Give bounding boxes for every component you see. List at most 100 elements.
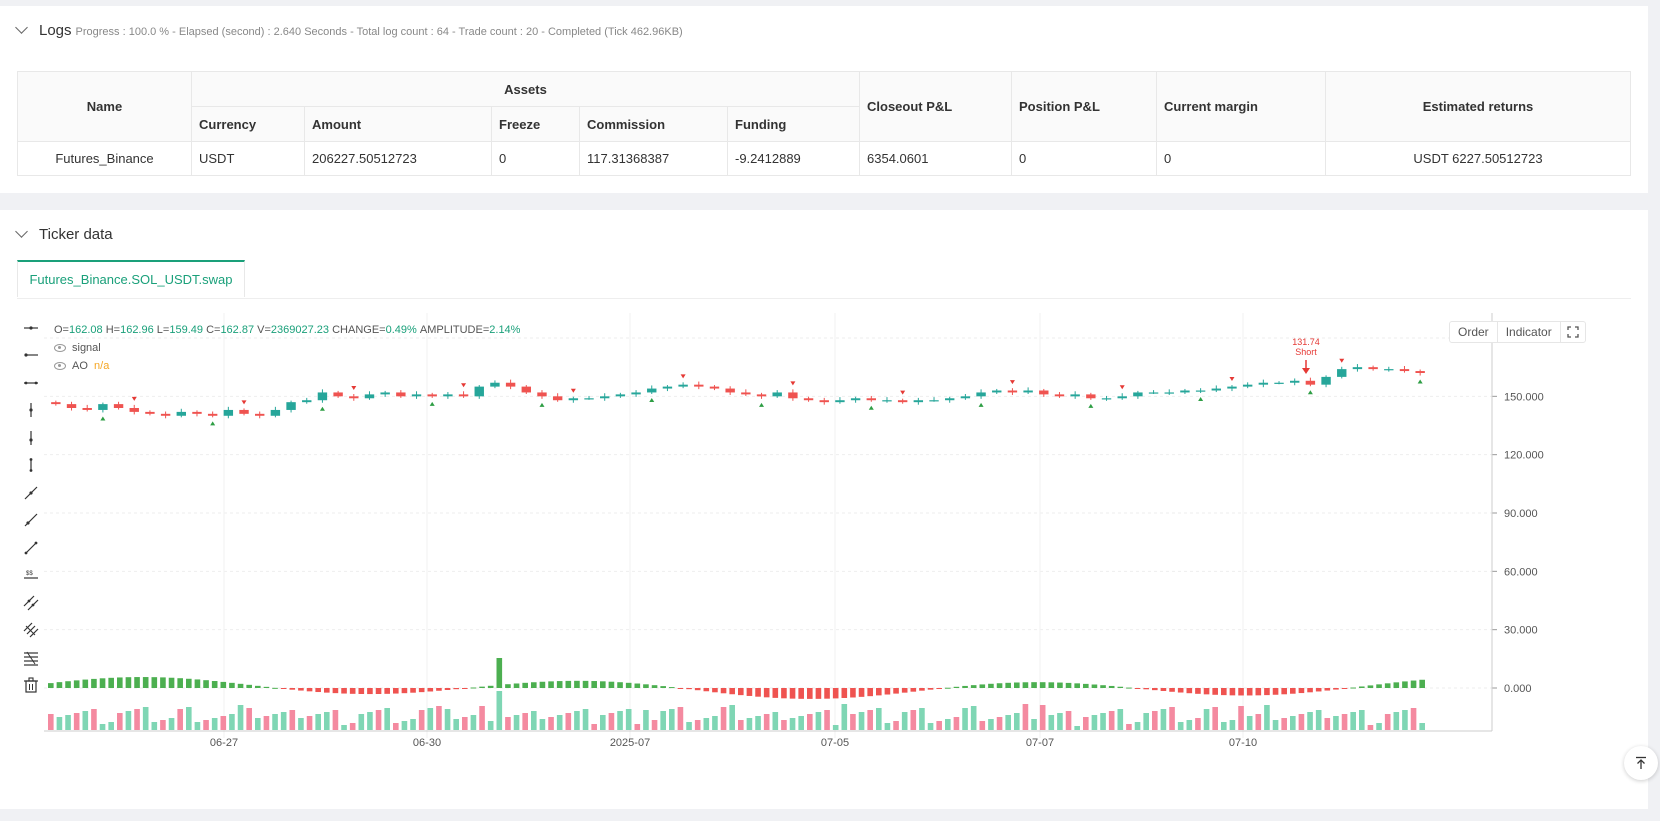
ao-bar bbox=[427, 688, 434, 692]
cell-freeze: 0 bbox=[491, 141, 580, 176]
ao-bar bbox=[1246, 688, 1253, 696]
amplitude-label: AMPLITUDE= bbox=[419, 324, 490, 336]
ao-bar bbox=[729, 688, 735, 695]
volume-bar bbox=[617, 711, 623, 730]
ao-bar bbox=[263, 686, 270, 688]
vertical-segment-icon[interactable] bbox=[18, 452, 44, 480]
volume-bar bbox=[962, 708, 968, 730]
fib-retracement-icon[interactable] bbox=[18, 644, 44, 672]
volume-bar bbox=[410, 719, 416, 730]
sell-marker bbox=[1339, 358, 1345, 363]
ao-bar bbox=[203, 680, 209, 688]
ao-bar bbox=[608, 681, 615, 688]
volume-bar bbox=[1074, 726, 1080, 730]
price-chart[interactable]: 180.000150.000120.00090.00060.00030.0000… bbox=[44, 313, 1634, 798]
eye-icon[interactable] bbox=[54, 344, 66, 352]
candle-body bbox=[756, 394, 767, 397]
candle-body bbox=[98, 404, 108, 410]
candle-body bbox=[1258, 382, 1269, 385]
ticker-header[interactable]: Ticker data bbox=[15, 225, 113, 243]
open-value: 162.08 bbox=[68, 324, 103, 336]
candle-body bbox=[270, 409, 281, 416]
ao-legend[interactable]: AO n/a bbox=[54, 357, 520, 375]
volume-bar bbox=[1246, 716, 1253, 730]
vertical-ray-icon[interactable] bbox=[18, 424, 44, 452]
volume-bar bbox=[177, 709, 183, 730]
volume-bar bbox=[108, 722, 114, 730]
ao-bar bbox=[651, 685, 658, 688]
col-funding: Funding bbox=[727, 106, 860, 142]
sell-marker bbox=[131, 396, 137, 401]
candle-body bbox=[1384, 369, 1394, 371]
ray-line-icon[interactable] bbox=[18, 507, 44, 535]
indicator-button[interactable]: Indicator bbox=[1498, 322, 1561, 342]
ao-bar bbox=[617, 682, 623, 688]
cell-funding: -9.2412889 bbox=[727, 141, 860, 176]
horizontal-ray-icon[interactable] bbox=[18, 342, 44, 370]
vertical-line-icon[interactable] bbox=[18, 397, 44, 425]
candle-body bbox=[772, 392, 782, 397]
candle-body bbox=[1133, 392, 1143, 397]
parallel-channel-icon[interactable] bbox=[18, 589, 44, 617]
chevron-down-icon[interactable] bbox=[15, 225, 28, 238]
volume-bar bbox=[324, 712, 330, 730]
volume-bar bbox=[574, 711, 580, 730]
volume-bar bbox=[513, 715, 520, 730]
volume-bar bbox=[789, 718, 796, 730]
ao-bar bbox=[220, 681, 227, 688]
candle-body bbox=[1117, 396, 1127, 399]
segment-line-icon[interactable] bbox=[18, 534, 44, 562]
low-label: L= bbox=[156, 324, 170, 336]
volume-bar bbox=[686, 722, 692, 730]
col-returns: Estimated returns bbox=[1325, 71, 1631, 142]
chevron-down-icon[interactable] bbox=[15, 21, 28, 34]
trash-icon[interactable] bbox=[18, 672, 44, 700]
volume-bar bbox=[160, 720, 166, 730]
ao-bar bbox=[65, 681, 71, 688]
candle-body bbox=[1164, 392, 1174, 394]
volume-bar bbox=[1221, 722, 1227, 730]
trend-line-icon[interactable] bbox=[18, 479, 44, 507]
ao-bar bbox=[625, 682, 632, 688]
candle-body bbox=[1148, 392, 1159, 394]
ao-bar bbox=[1298, 688, 1305, 694]
ao-bar bbox=[289, 688, 296, 690]
ao-bar bbox=[1307, 688, 1313, 693]
ao-bar bbox=[272, 687, 278, 689]
volume-bar bbox=[151, 722, 158, 730]
ao-bar bbox=[1039, 682, 1046, 688]
candle-body bbox=[866, 398, 876, 401]
volume-bar bbox=[1212, 707, 1218, 730]
extended-line-icon[interactable] bbox=[18, 369, 44, 397]
volume-bar bbox=[1238, 706, 1244, 730]
tab-sol-usdt[interactable]: Futures_Binance.SOL_USDT.swap bbox=[17, 260, 245, 297]
candle-body bbox=[835, 400, 845, 403]
candle-body bbox=[960, 396, 971, 399]
col-name: Name bbox=[17, 71, 192, 142]
chart-svg[interactable]: 180.000150.000120.00090.00060.00030.0000… bbox=[44, 313, 1634, 793]
candle-body bbox=[600, 396, 610, 399]
ao-bar bbox=[410, 688, 416, 693]
volume-bar bbox=[487, 721, 494, 730]
candle-body bbox=[1337, 369, 1347, 377]
fullscreen-icon[interactable] bbox=[1561, 322, 1585, 342]
volume-bar bbox=[582, 709, 589, 730]
volume-bar bbox=[1014, 713, 1020, 730]
volume-bar bbox=[600, 715, 606, 730]
ao-bar bbox=[496, 658, 503, 688]
candle-body bbox=[160, 413, 171, 416]
horizontal-line-icon[interactable] bbox=[18, 314, 44, 342]
scroll-top-button[interactable] bbox=[1624, 746, 1658, 780]
order-button[interactable]: Order bbox=[1450, 322, 1498, 342]
signal-legend[interactable]: signal bbox=[54, 339, 520, 357]
volume-bar bbox=[608, 713, 615, 730]
fib-fan-icon[interactable] bbox=[18, 617, 44, 645]
eye-icon[interactable] bbox=[54, 362, 66, 370]
price-line-icon[interactable]: $$ bbox=[18, 562, 44, 590]
col-margin: Current margin bbox=[1156, 71, 1326, 142]
ao-bar bbox=[686, 688, 692, 690]
candle-body bbox=[741, 392, 751, 395]
volume-bar bbox=[462, 717, 468, 730]
logs-header[interactable]: Logs Progress : 100.0 % - Elapsed (secon… bbox=[15, 21, 683, 39]
ao-bar bbox=[125, 677, 132, 688]
